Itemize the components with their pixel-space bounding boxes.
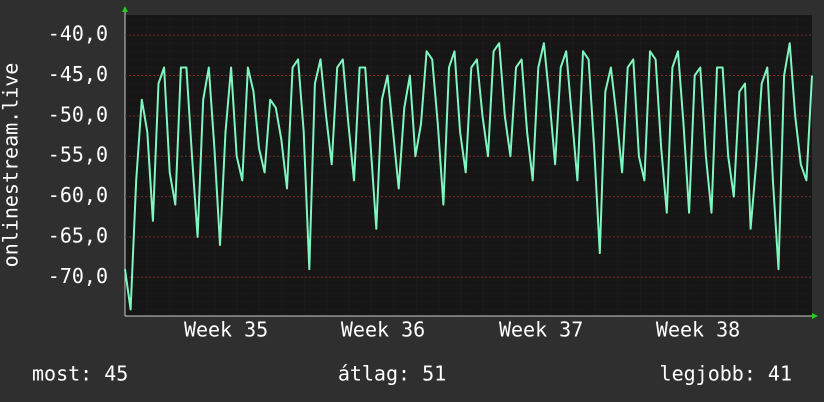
footer-current: most: 45 [32, 362, 128, 386]
x-tick-label: Week 38 [656, 318, 740, 342]
x-tick-label: Week 36 [341, 318, 425, 342]
axis-arrow [812, 313, 818, 319]
y-tick-label: -45,0 [48, 62, 108, 86]
y-tick-label: -70,0 [48, 264, 108, 288]
minor-grid [125, 15, 812, 316]
y-tick-label: -40,0 [48, 22, 108, 46]
footer-average: átlag: 51 [338, 362, 446, 386]
axis-arrow [122, 6, 128, 12]
y-tick-label: -60,0 [48, 183, 108, 207]
y-tick-label: -55,0 [48, 143, 108, 167]
x-tick-label: Week 35 [184, 318, 268, 342]
data-line [124, 42, 813, 311]
y-tick-label: -65,0 [48, 223, 108, 247]
y-tick-label: -50,0 [48, 102, 108, 126]
x-tick-label: Week 37 [499, 318, 583, 342]
y-axis-label: onlinestream.live [0, 63, 23, 268]
footer-best: legjobb: 41 [660, 362, 792, 386]
